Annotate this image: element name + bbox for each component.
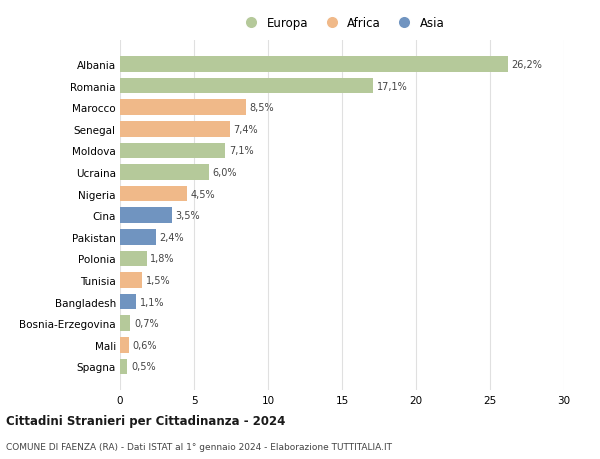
Bar [120, 122, 230, 137]
Text: Cittadini Stranieri per Cittadinanza - 2024: Cittadini Stranieri per Cittadinanza - 2… [6, 414, 286, 428]
Text: 4,5%: 4,5% [190, 189, 215, 199]
Bar [120, 186, 187, 202]
Bar [120, 78, 373, 94]
Bar [120, 143, 225, 159]
Text: 2,4%: 2,4% [159, 232, 184, 242]
Text: 3,5%: 3,5% [176, 211, 200, 221]
Bar [120, 208, 172, 224]
Text: 1,8%: 1,8% [151, 254, 175, 264]
Text: 17,1%: 17,1% [377, 82, 407, 91]
Bar [120, 251, 146, 267]
Bar [120, 165, 209, 180]
Text: 26,2%: 26,2% [511, 60, 542, 70]
Text: 1,5%: 1,5% [146, 275, 170, 285]
Bar [120, 57, 508, 73]
Text: COMUNE DI FAENZA (RA) - Dati ISTAT al 1° gennaio 2024 - Elaborazione TUTTITALIA.: COMUNE DI FAENZA (RA) - Dati ISTAT al 1°… [6, 442, 392, 451]
Text: 7,4%: 7,4% [233, 124, 258, 134]
Bar [120, 230, 155, 245]
Bar [120, 100, 246, 116]
Text: 0,7%: 0,7% [134, 319, 158, 329]
Text: 7,1%: 7,1% [229, 146, 253, 156]
Text: 8,5%: 8,5% [250, 103, 274, 113]
Text: 0,5%: 0,5% [131, 362, 156, 371]
Bar [120, 316, 130, 331]
Text: 6,0%: 6,0% [212, 168, 237, 178]
Bar [120, 294, 136, 310]
Text: 0,6%: 0,6% [133, 340, 157, 350]
Bar [120, 337, 129, 353]
Bar [120, 359, 127, 374]
Text: 1,1%: 1,1% [140, 297, 164, 307]
Legend: Europa, Africa, Asia: Europa, Africa, Asia [235, 12, 449, 35]
Bar [120, 273, 142, 288]
